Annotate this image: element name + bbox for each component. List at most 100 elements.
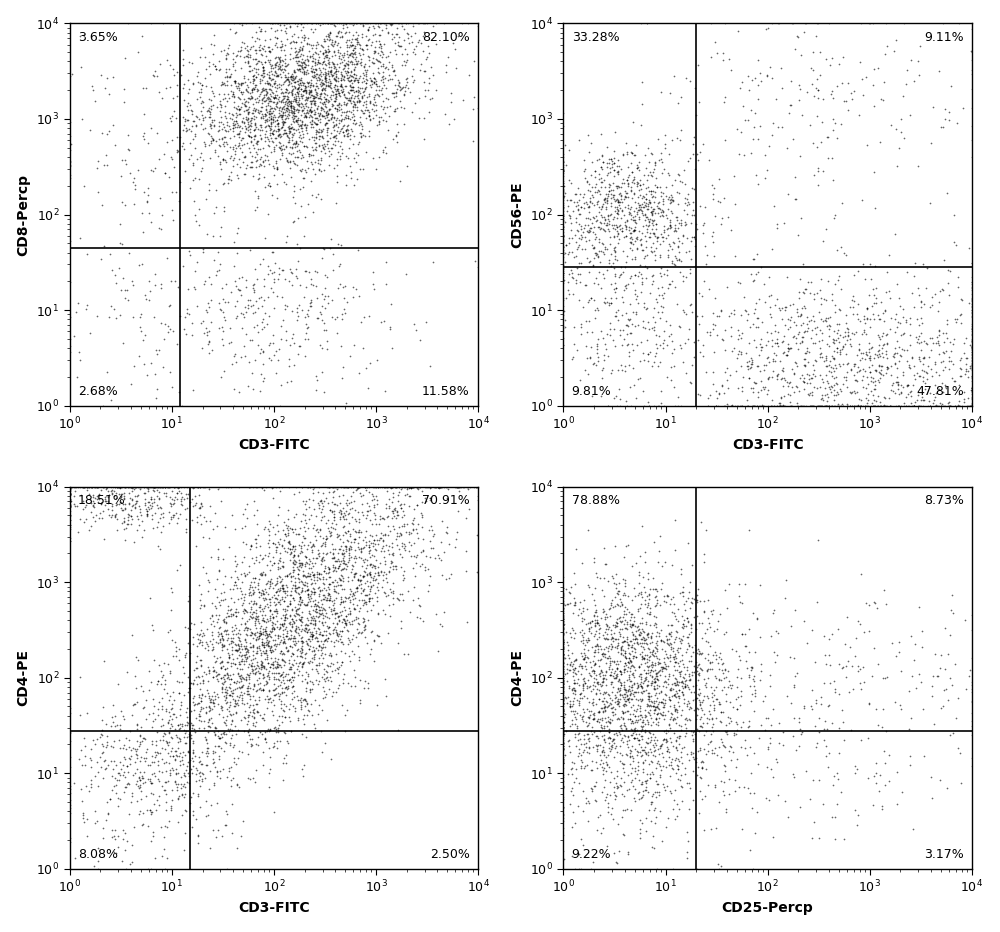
Point xyxy=(810,90,826,105)
Point xyxy=(216,637,232,652)
Point xyxy=(568,211,584,226)
Point xyxy=(298,634,314,649)
Point xyxy=(575,190,591,205)
Point xyxy=(347,590,363,605)
Point xyxy=(306,130,322,144)
Point xyxy=(600,398,616,413)
Point xyxy=(744,73,760,88)
Point xyxy=(99,795,115,810)
Point xyxy=(371,66,387,81)
Point xyxy=(144,499,160,514)
Point xyxy=(812,379,828,394)
Point xyxy=(631,626,647,641)
Point xyxy=(581,704,597,719)
Point xyxy=(275,104,291,119)
Point xyxy=(325,616,341,631)
Point xyxy=(369,697,385,712)
Point xyxy=(182,622,198,637)
Point xyxy=(670,678,686,692)
Point xyxy=(296,27,312,42)
Point xyxy=(288,618,304,633)
Point xyxy=(313,37,329,52)
Point xyxy=(644,694,660,709)
Point xyxy=(720,398,736,413)
Point xyxy=(643,240,659,254)
Point xyxy=(181,151,197,166)
Point xyxy=(964,719,980,733)
Point xyxy=(236,116,252,130)
Point xyxy=(682,265,698,280)
Point xyxy=(303,116,319,131)
Point xyxy=(625,212,641,227)
Point xyxy=(147,711,163,726)
Point xyxy=(304,675,320,690)
Point xyxy=(273,129,289,144)
Point xyxy=(241,676,257,691)
Point xyxy=(872,398,888,413)
Point xyxy=(229,660,245,675)
Point xyxy=(639,589,655,604)
Point xyxy=(741,354,757,369)
Point xyxy=(580,814,596,829)
Point xyxy=(217,152,233,167)
Point xyxy=(401,480,417,495)
Point xyxy=(867,377,883,392)
Point xyxy=(334,85,350,100)
Point xyxy=(186,721,202,736)
Point xyxy=(282,536,298,551)
Point xyxy=(760,334,776,349)
Point xyxy=(330,81,346,96)
Point xyxy=(320,479,336,494)
Point xyxy=(227,299,243,314)
Point xyxy=(688,621,704,636)
Point xyxy=(247,774,263,789)
Point xyxy=(865,77,881,92)
Point xyxy=(273,107,289,122)
Point xyxy=(355,582,371,597)
Point xyxy=(655,185,671,200)
Point xyxy=(225,626,241,641)
Point xyxy=(165,648,181,663)
Point xyxy=(702,698,718,713)
Point xyxy=(610,153,626,168)
Point xyxy=(258,677,274,692)
Point xyxy=(166,692,182,707)
Point xyxy=(317,558,333,573)
Point xyxy=(662,218,678,233)
Point xyxy=(398,16,414,31)
Point xyxy=(160,746,176,761)
Point xyxy=(269,660,285,675)
Point xyxy=(631,183,647,198)
Point xyxy=(634,774,650,789)
Point xyxy=(366,633,382,648)
Point xyxy=(748,167,764,182)
Point xyxy=(592,621,608,636)
Point xyxy=(621,781,637,796)
Point xyxy=(255,343,271,358)
Point xyxy=(254,91,270,106)
Point xyxy=(382,523,398,538)
Point xyxy=(721,674,737,689)
Point xyxy=(239,48,255,63)
Point xyxy=(588,667,604,682)
Point xyxy=(700,593,716,608)
Point xyxy=(343,63,359,78)
Point xyxy=(267,79,283,94)
Point xyxy=(590,675,606,690)
Point xyxy=(345,43,361,58)
Point xyxy=(257,732,273,747)
Point xyxy=(219,686,235,701)
Point xyxy=(418,314,434,329)
Point xyxy=(181,588,197,603)
Point xyxy=(835,398,851,413)
Point xyxy=(346,338,362,353)
Point xyxy=(577,650,593,665)
Point xyxy=(251,670,267,685)
Point xyxy=(281,85,297,100)
Point xyxy=(597,611,613,626)
Point xyxy=(281,567,297,582)
Point xyxy=(629,229,645,244)
Point xyxy=(412,558,428,573)
Point xyxy=(363,625,379,640)
Point xyxy=(394,58,410,73)
